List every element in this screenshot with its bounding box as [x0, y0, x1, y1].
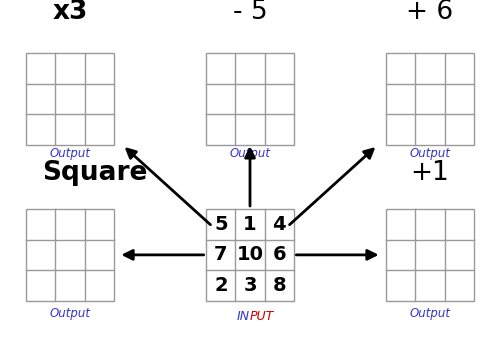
Text: 6: 6: [272, 245, 286, 264]
Text: 10: 10: [236, 245, 264, 264]
Text: x3: x3: [52, 0, 88, 25]
Text: + 6: + 6: [406, 0, 454, 25]
Bar: [26, 209, 114, 301]
Text: Output: Output: [50, 148, 90, 160]
Text: 8: 8: [272, 276, 286, 295]
Bar: [206, 53, 294, 145]
Bar: [26, 53, 114, 145]
Text: Output: Output: [410, 307, 451, 320]
Text: Square: Square: [42, 160, 148, 187]
Text: IN: IN: [236, 310, 250, 323]
Text: - 5: - 5: [232, 0, 268, 25]
Bar: [206, 209, 294, 301]
Bar: [386, 53, 474, 145]
Text: 2: 2: [214, 276, 228, 295]
Text: 3: 3: [243, 276, 257, 295]
Text: Output: Output: [50, 307, 90, 320]
Bar: [386, 209, 474, 301]
Text: Output: Output: [230, 148, 270, 160]
Text: 4: 4: [272, 215, 286, 234]
Text: 5: 5: [214, 215, 228, 234]
Text: +1: +1: [410, 160, 450, 187]
Text: Output: Output: [410, 148, 451, 160]
Text: PUT: PUT: [250, 310, 274, 323]
Text: 7: 7: [214, 245, 228, 264]
Text: 1: 1: [243, 215, 257, 234]
